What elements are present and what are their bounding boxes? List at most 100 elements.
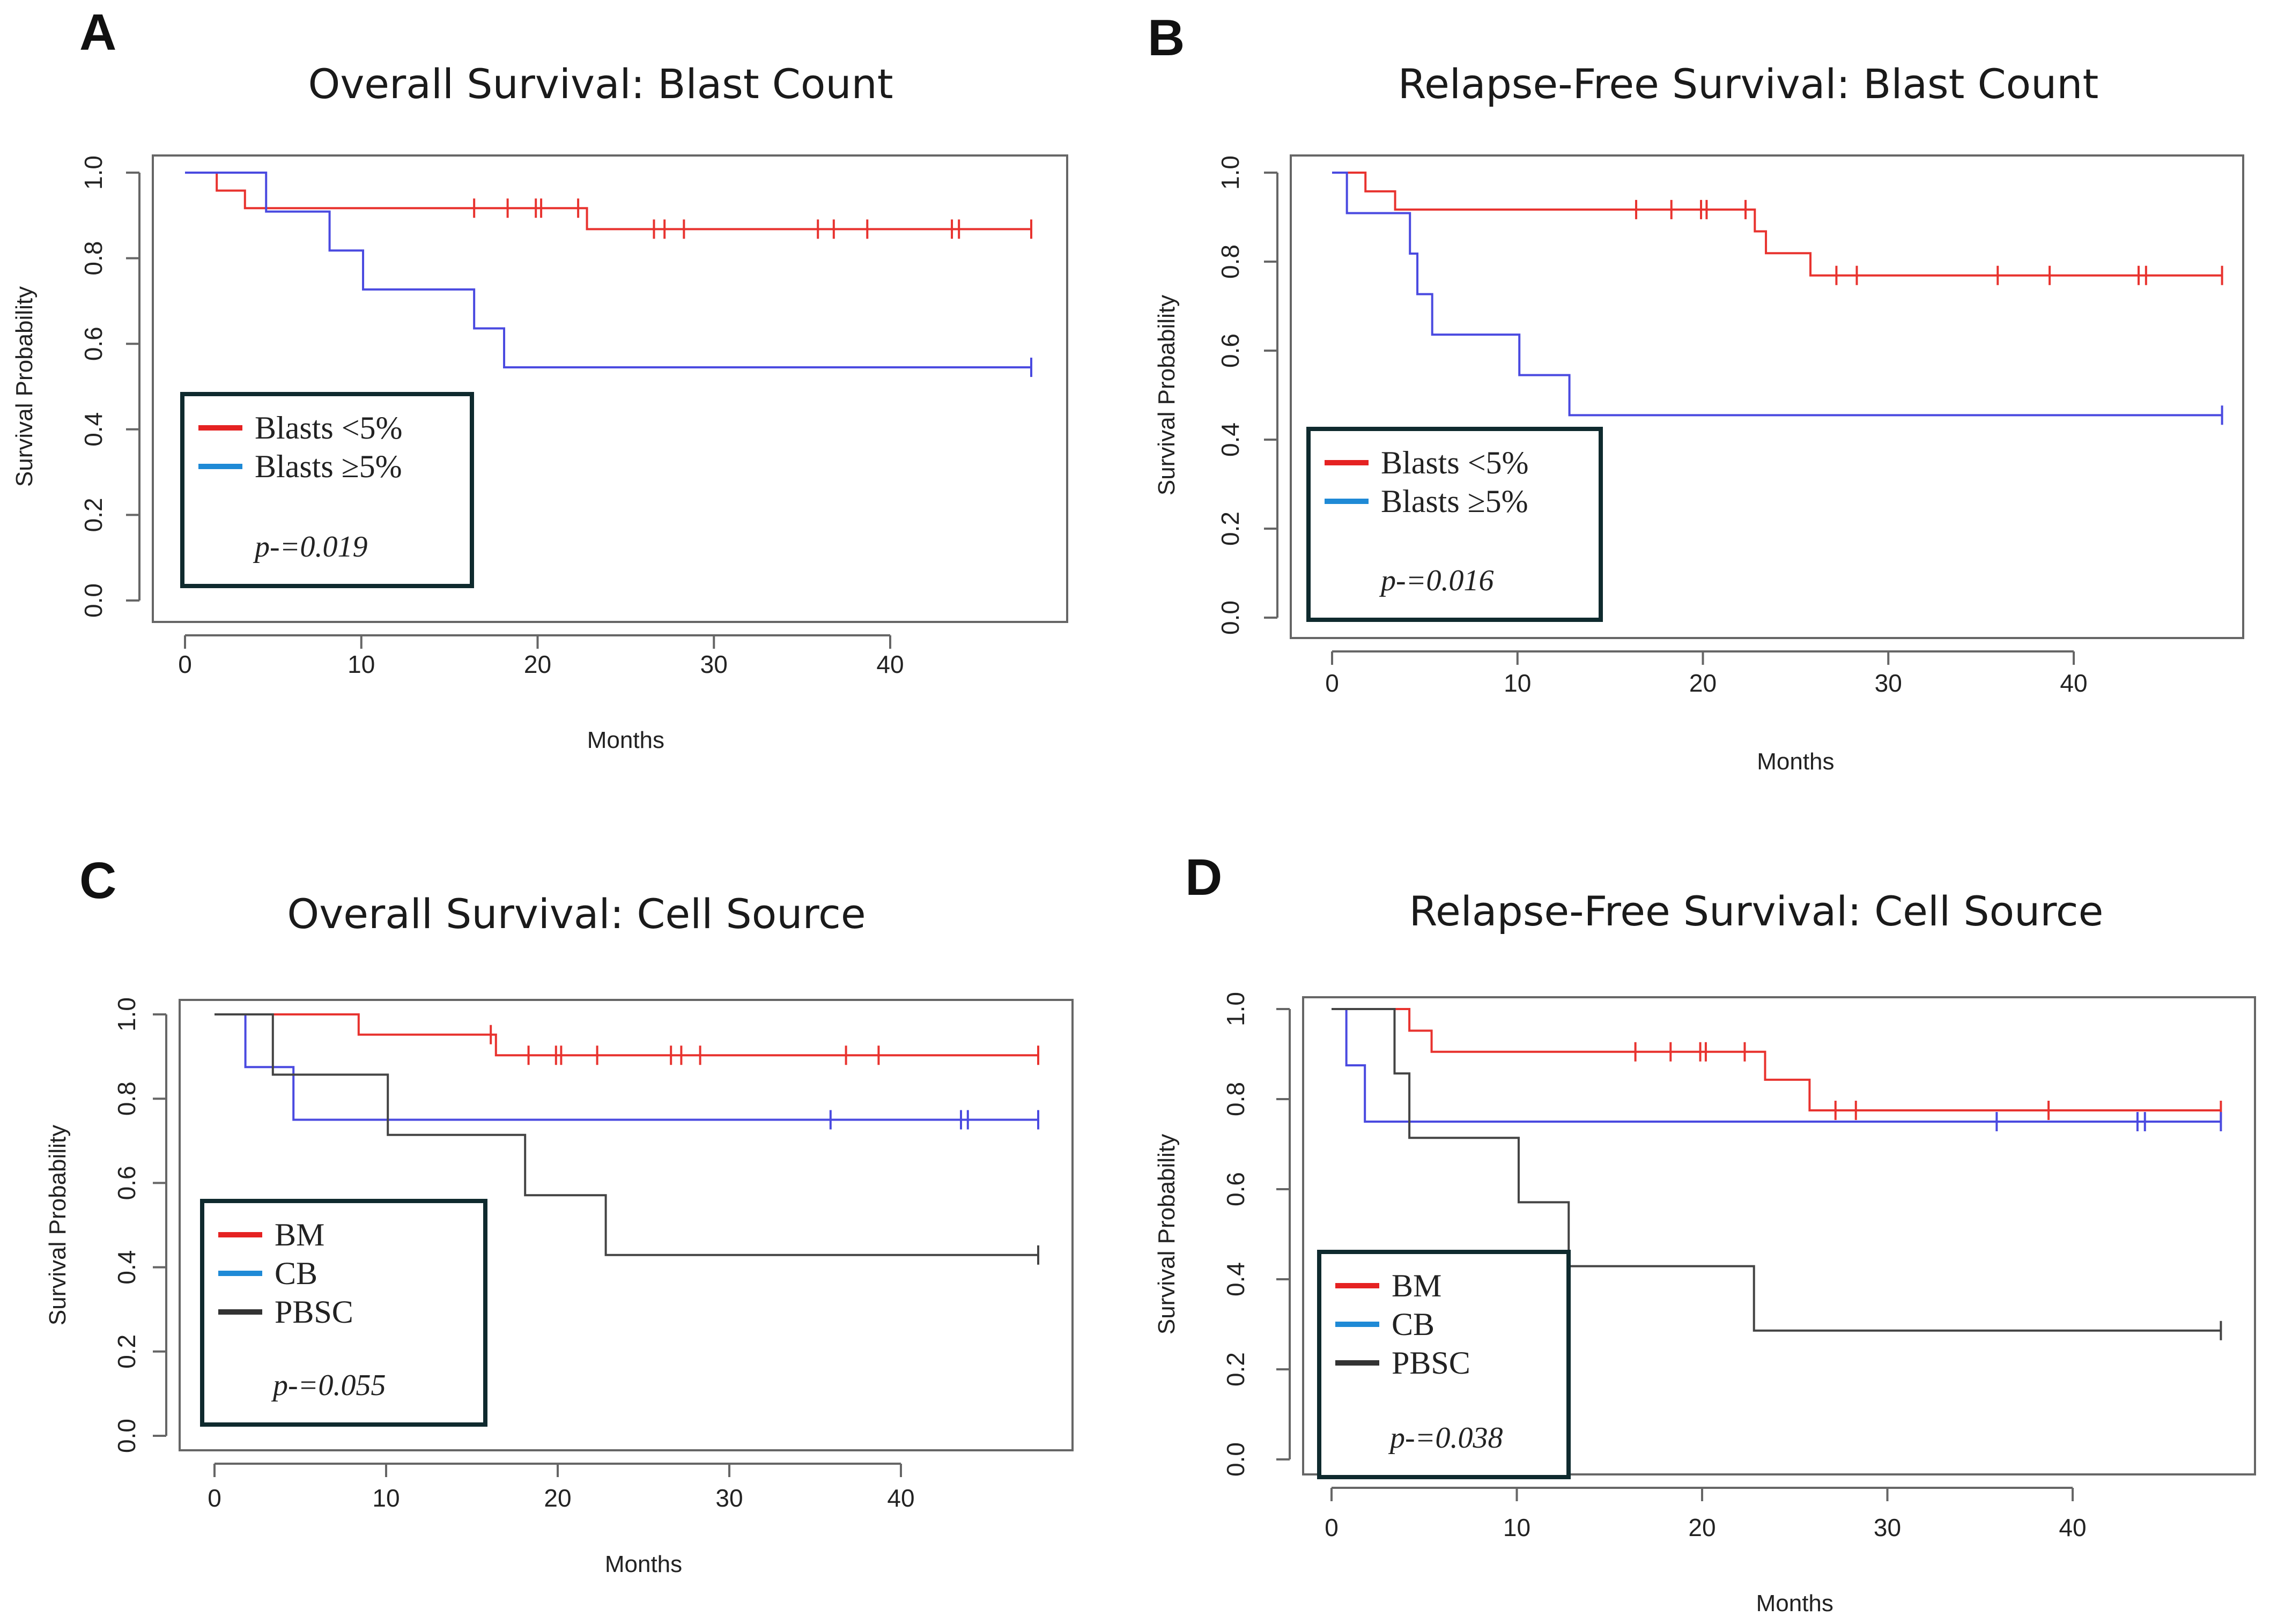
plot-frame — [152, 154, 1068, 623]
km-chart: 0 10 20 30 40 Months 0.0 0.2 0.4 0.6 0.8 1.0 Surviva… — [45, 997, 1074, 1577]
legend: Blasts <5%Blasts ≥5% p-=0.019 — [180, 392, 474, 588]
legend-label: PBSC — [1392, 1345, 1470, 1381]
x-axis: 0 10 20 30 40 — [1325, 1487, 2087, 1541]
survival-curve — [185, 172, 1031, 231]
y-axis-title: Survival Probability — [1154, 295, 1180, 495]
panel-letter: B — [1148, 9, 1185, 66]
plot-frame — [179, 999, 1074, 1451]
y-tick-label: 0.6 — [1222, 1172, 1249, 1206]
legend: Blasts <5% Blasts ≥5% p-=0.016 — [1306, 427, 1603, 622]
y-tick-label: 0.0 — [1222, 1442, 1249, 1477]
survival-curve — [1332, 172, 2222, 417]
survival-curve — [1332, 1008, 2221, 1111]
survival-curve — [215, 1013, 1038, 1057]
x-axis-title: Months — [587, 727, 664, 753]
survival-curve — [1332, 172, 2222, 277]
y-axis: 0.0 0.2 0.4 0.6 0.8 1.0 — [113, 997, 167, 1453]
y-tick-label: 1.0 — [113, 997, 141, 1032]
y-axis-title: Survival Probability — [1154, 1134, 1180, 1334]
legend-label: CB — [1392, 1307, 1435, 1342]
x-axis: 0 10 20 30 40 — [1325, 650, 2088, 697]
y-axis-title: Survival Probability — [11, 286, 38, 487]
p-value: p-=0.038 — [1388, 1421, 1503, 1455]
x-tick-label: 0 — [178, 650, 192, 678]
y-axis: 0.0 0.2 0.4 0.6 0.8 1.0 — [1216, 155, 1278, 635]
y-tick-label: 0.0 — [113, 1419, 141, 1453]
chart-title: Overall Survival: Cell Source — [287, 890, 866, 938]
y-tick-label: 0.2 — [79, 498, 107, 532]
series-pbsc — [1332, 1008, 2222, 1340]
series-blasts-5- — [1332, 172, 2223, 285]
survival-curve — [215, 1013, 1038, 1121]
km-chart: 0 10 20 30 40 Months 0.0 0.2 0.4 0.6 0.8 1.0 Surviva… — [11, 154, 1068, 753]
km-chart: 0 10 20 30 40 Months 0.0 0.2 0.4 0.6 0.8 1.0 Surviva… — [1154, 154, 2244, 775]
x-axis: 0 10 20 30 40 — [208, 1463, 915, 1512]
x-tick-label: 20 — [524, 650, 551, 678]
legend-label: BM — [275, 1217, 324, 1252]
series-pbsc — [215, 1013, 1039, 1265]
legend-label: BM — [1392, 1268, 1441, 1303]
p-value: p-=0.019 — [253, 530, 367, 563]
p-value: p-=0.016 — [1379, 564, 1493, 597]
y-tick-label: 0.4 — [79, 412, 107, 447]
y-tick-label: 0.2 — [1216, 511, 1244, 546]
panel-b: B Relapse-Free Survival: Blast Count 0 10… — [1132, 0, 2270, 804]
survival-curve — [1332, 1008, 2221, 1332]
y-tick-label: 0.6 — [113, 1166, 141, 1200]
km-chart: 0 10 20 30 40 Months 0.0 0.2 0.4 0.6 0.8 1.0 Surviva… — [1154, 992, 2256, 1616]
x-tick-label: 40 — [887, 1484, 914, 1512]
y-axis: 0.0 0.2 0.4 0.6 0.8 1.0 — [79, 155, 141, 618]
survival-curve — [185, 172, 1031, 369]
x-axis: 0 10 20 30 40 — [178, 634, 904, 678]
x-tick-label: 20 — [1688, 1514, 1716, 1541]
x-tick-label: 10 — [372, 1484, 400, 1512]
x-tick-label: 30 — [1875, 669, 1902, 697]
y-axis-title: Survival Probability — [45, 1125, 71, 1325]
x-tick-label: 10 — [1504, 669, 1531, 697]
legend-label: PBSC — [275, 1294, 353, 1330]
p-value: p-=0.055 — [271, 1369, 386, 1402]
chart-title: Relapse-Free Survival: Cell Source — [1409, 887, 2104, 935]
x-tick-label: 30 — [1874, 1514, 1901, 1541]
panel-letter: D — [1185, 849, 1223, 906]
survival-curve — [1332, 1008, 2221, 1123]
plot-frame — [1302, 996, 2256, 1475]
panel-letter: C — [79, 852, 117, 909]
series-blasts-5- — [185, 172, 1032, 377]
y-tick-label: 0.8 — [113, 1081, 141, 1116]
legend-label: Blasts <5% — [1381, 445, 1529, 480]
legend-label: Blasts <5% — [255, 410, 403, 446]
x-tick-label: 30 — [715, 1484, 743, 1512]
y-tick-label: 0.8 — [1216, 244, 1244, 279]
series-cb — [215, 1013, 1039, 1130]
y-tick-label: 0.2 — [113, 1334, 141, 1369]
legend-label: CB — [275, 1256, 317, 1291]
y-tick-label: 0.2 — [1222, 1352, 1249, 1386]
series-bm — [1332, 1008, 2222, 1120]
y-tick-label: 0.6 — [1216, 333, 1244, 368]
x-tick-label: 10 — [347, 650, 375, 678]
y-tick-label: 1.0 — [1216, 155, 1244, 190]
y-tick-label: 0.4 — [113, 1250, 141, 1285]
y-tick-label: 0.8 — [1222, 1082, 1249, 1116]
panel-a: A Overall Survival: Blast Count 0 10 20 30 4… — [0, 0, 1132, 804]
x-tick-label: 40 — [876, 650, 904, 678]
y-tick-label: 1.0 — [79, 155, 107, 190]
y-axis: 0.0 0.2 0.4 0.6 0.8 1.0 — [1222, 992, 1291, 1477]
panel-letter: A — [79, 4, 117, 61]
y-tick-label: 0.4 — [1222, 1262, 1249, 1296]
series-blasts-5- — [185, 172, 1032, 239]
plot-frame — [1290, 154, 2244, 639]
panel-d: D Relapse-Free Survival: Cell Source 0 10… — [1132, 810, 2270, 1624]
x-tick-label: 20 — [1689, 669, 1717, 697]
x-axis-title: Months — [1757, 748, 1834, 775]
chart-title: Relapse-Free Survival: Blast Count — [1398, 60, 2099, 108]
y-tick-label: 1.0 — [1222, 992, 1249, 1026]
x-tick-label: 0 — [1325, 669, 1339, 697]
x-tick-label: 0 — [1325, 1514, 1339, 1541]
y-tick-label: 0.0 — [1216, 600, 1244, 635]
y-tick-label: 0.6 — [79, 327, 107, 361]
x-tick-label: 40 — [2060, 669, 2087, 697]
x-axis-title: Months — [1756, 1590, 1833, 1616]
